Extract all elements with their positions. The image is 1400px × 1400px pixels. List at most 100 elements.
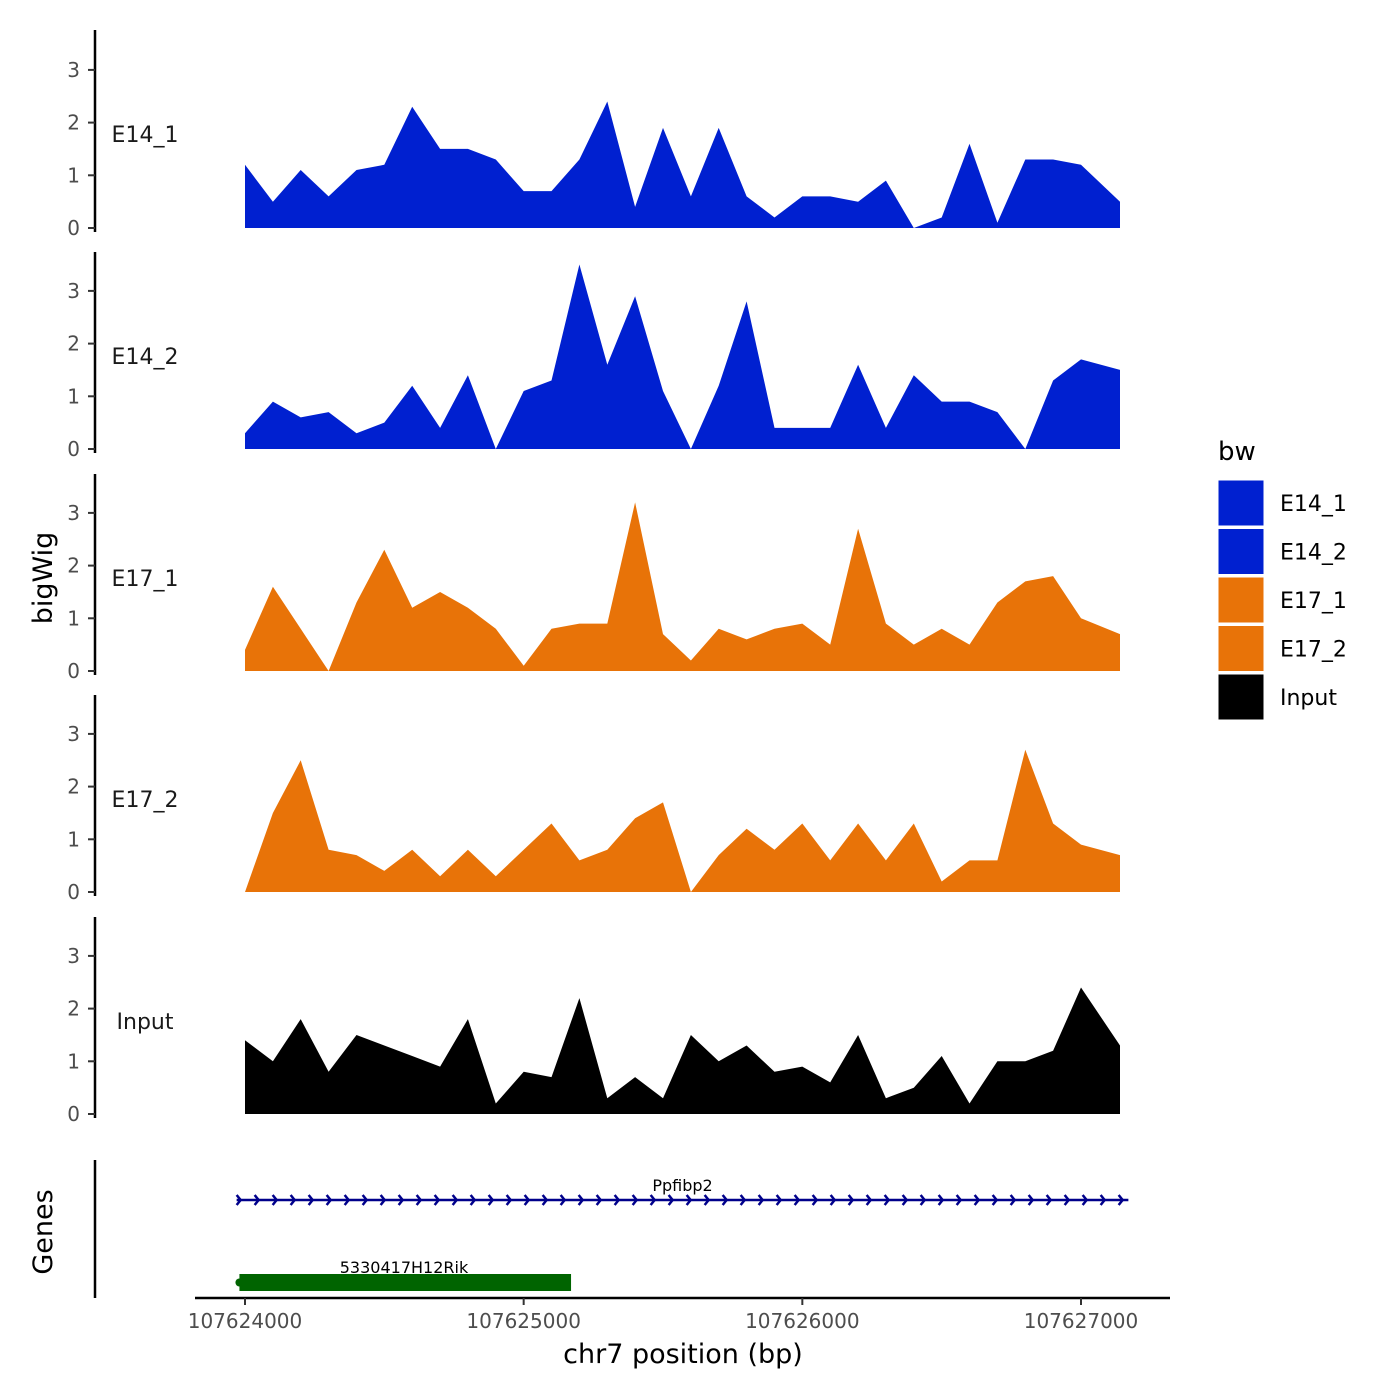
track-label: E17_2: [112, 788, 179, 813]
track-label: Input: [117, 1010, 174, 1035]
strand-arrow: [973, 1194, 981, 1206]
x-axis-title: chr7 position (bp): [563, 1339, 803, 1370]
legend-key-Input: [1217, 673, 1265, 721]
genes-axis-title: Genes: [28, 1189, 59, 1274]
legend-title: bw: [1218, 437, 1256, 467]
track-label: E14_1: [112, 123, 179, 148]
strand-arrow: [325, 1194, 333, 1206]
strand-arrow: [631, 1194, 639, 1206]
y-tick-label: 0: [67, 1102, 80, 1126]
gene-exon-block: [239, 1274, 572, 1291]
strand-arrow: [415, 1194, 423, 1206]
y-tick-label: 3: [67, 58, 80, 82]
strand-arrow: [703, 1194, 711, 1206]
legend-label: E14_1: [1280, 492, 1347, 517]
x-axis: 107624000 107625000 107626000 107627000: [188, 1296, 1170, 1333]
genes-track: Ppfibp2 5330417H12Rik: [93, 1160, 1129, 1298]
strand-arrow: [469, 1194, 477, 1206]
strand-arrow: [289, 1194, 297, 1206]
strand-arrow: [883, 1194, 891, 1206]
track-E14_2: 0 1 2 3 E14_2: [67, 252, 1120, 461]
strand-arrow: [361, 1194, 369, 1206]
legend-label: E17_2: [1280, 638, 1347, 663]
coverage-area-E14_2: [245, 264, 1120, 449]
strand-arrow: [865, 1194, 873, 1206]
legend-label: E17_1: [1280, 589, 1347, 614]
legend: bw E14_1 E14_2 E17_1 E17_2 Input: [1217, 437, 1347, 721]
gene-start-marker: [235, 1278, 244, 1287]
strand-arrow: [1027, 1194, 1035, 1206]
y-tick-label: 2: [67, 554, 80, 578]
strand-arrow: [523, 1194, 531, 1206]
legend-key-E14_2: [1217, 528, 1265, 575]
track-Input: 0 1 2 3 Input: [67, 917, 1120, 1126]
strand-arrow: [811, 1194, 819, 1206]
strand-arrow: [577, 1194, 585, 1206]
gene-5330417H12Rik: 5330417H12Rik: [235, 1258, 572, 1291]
y-tick-label: 0: [67, 659, 80, 683]
y-tick-label: 1: [67, 606, 80, 630]
strand-arrow: [1081, 1194, 1089, 1206]
strand-arrow: [343, 1194, 351, 1206]
strand-arrow: [595, 1194, 603, 1206]
gene-label: Ppfibp2: [652, 1176, 712, 1195]
legend-key-E14_1: [1217, 479, 1265, 527]
y-tick-label: 0: [67, 437, 80, 461]
y-tick-label: 3: [67, 722, 80, 746]
strand-arrow: [235, 1194, 243, 1206]
strand-arrow: [829, 1194, 837, 1206]
track-E17_1: 0 1 2 3 E17_1: [67, 474, 1120, 683]
x-tick-label: 107626000: [745, 1309, 860, 1333]
strand-arrow: [991, 1194, 999, 1206]
strand-arrow: [541, 1194, 549, 1206]
strand-arrow: [901, 1194, 909, 1206]
legend-label: E14_2: [1280, 541, 1347, 566]
legend-key-E17_1: [1217, 576, 1265, 624]
strand-arrow: [307, 1194, 315, 1206]
strand-arrow: [757, 1194, 765, 1206]
strand-arrow: [1045, 1194, 1053, 1206]
coverage-area-E17_2: [245, 749, 1120, 892]
y-axis-title: bigWig: [28, 532, 59, 625]
y-tick-label: 0: [67, 880, 80, 904]
y-tick-label: 2: [67, 997, 80, 1021]
strand-arrow: [775, 1194, 783, 1206]
coverage-area-E14_1: [245, 101, 1120, 228]
track-label: E14_2: [112, 345, 179, 370]
strand-arrow: [649, 1194, 657, 1206]
strand-arrow: [613, 1194, 621, 1206]
track-E17_2: 0 1 2 3 E17_2: [67, 695, 1120, 904]
y-tick-label: 2: [67, 332, 80, 356]
y-tick-label: 0: [67, 216, 80, 240]
y-tick-label: 3: [67, 279, 80, 303]
strand-arrow: [721, 1194, 729, 1206]
strand-arrow: [451, 1194, 459, 1206]
strand-arrow: [379, 1194, 387, 1206]
y-tick-label: 2: [67, 775, 80, 799]
strand-arrow: [847, 1194, 855, 1206]
coverage-area-Input: [245, 987, 1120, 1114]
gene-label: 5330417H12Rik: [340, 1258, 469, 1277]
y-tick-label: 1: [67, 827, 80, 851]
strand-arrow: [1009, 1194, 1017, 1206]
strand-arrow: [937, 1194, 945, 1206]
strand-arrow: [253, 1194, 261, 1206]
y-tick-label: 1: [67, 1049, 80, 1073]
x-tick-label: 107625000: [466, 1309, 581, 1333]
y-tick-label: 2: [67, 111, 80, 135]
coverage-area-E17_1: [245, 502, 1120, 671]
y-tick-label: 1: [67, 384, 80, 408]
strand-arrow: [271, 1194, 279, 1206]
strand-arrow: [919, 1194, 927, 1206]
gene-Ppfibp2: Ppfibp2: [235, 1176, 1129, 1206]
track-E14_1: 0 1 2 3 E14_1: [67, 30, 1120, 240]
y-tick-label: 3: [67, 944, 80, 968]
strand-arrow: [433, 1194, 441, 1206]
strand-arrow: [955, 1194, 963, 1206]
strand-arrow: [793, 1194, 801, 1206]
strand-arrow: [1099, 1194, 1107, 1206]
legend-label: Input: [1280, 686, 1337, 711]
y-tick-label: 1: [67, 163, 80, 187]
strand-arrow: [487, 1194, 495, 1206]
